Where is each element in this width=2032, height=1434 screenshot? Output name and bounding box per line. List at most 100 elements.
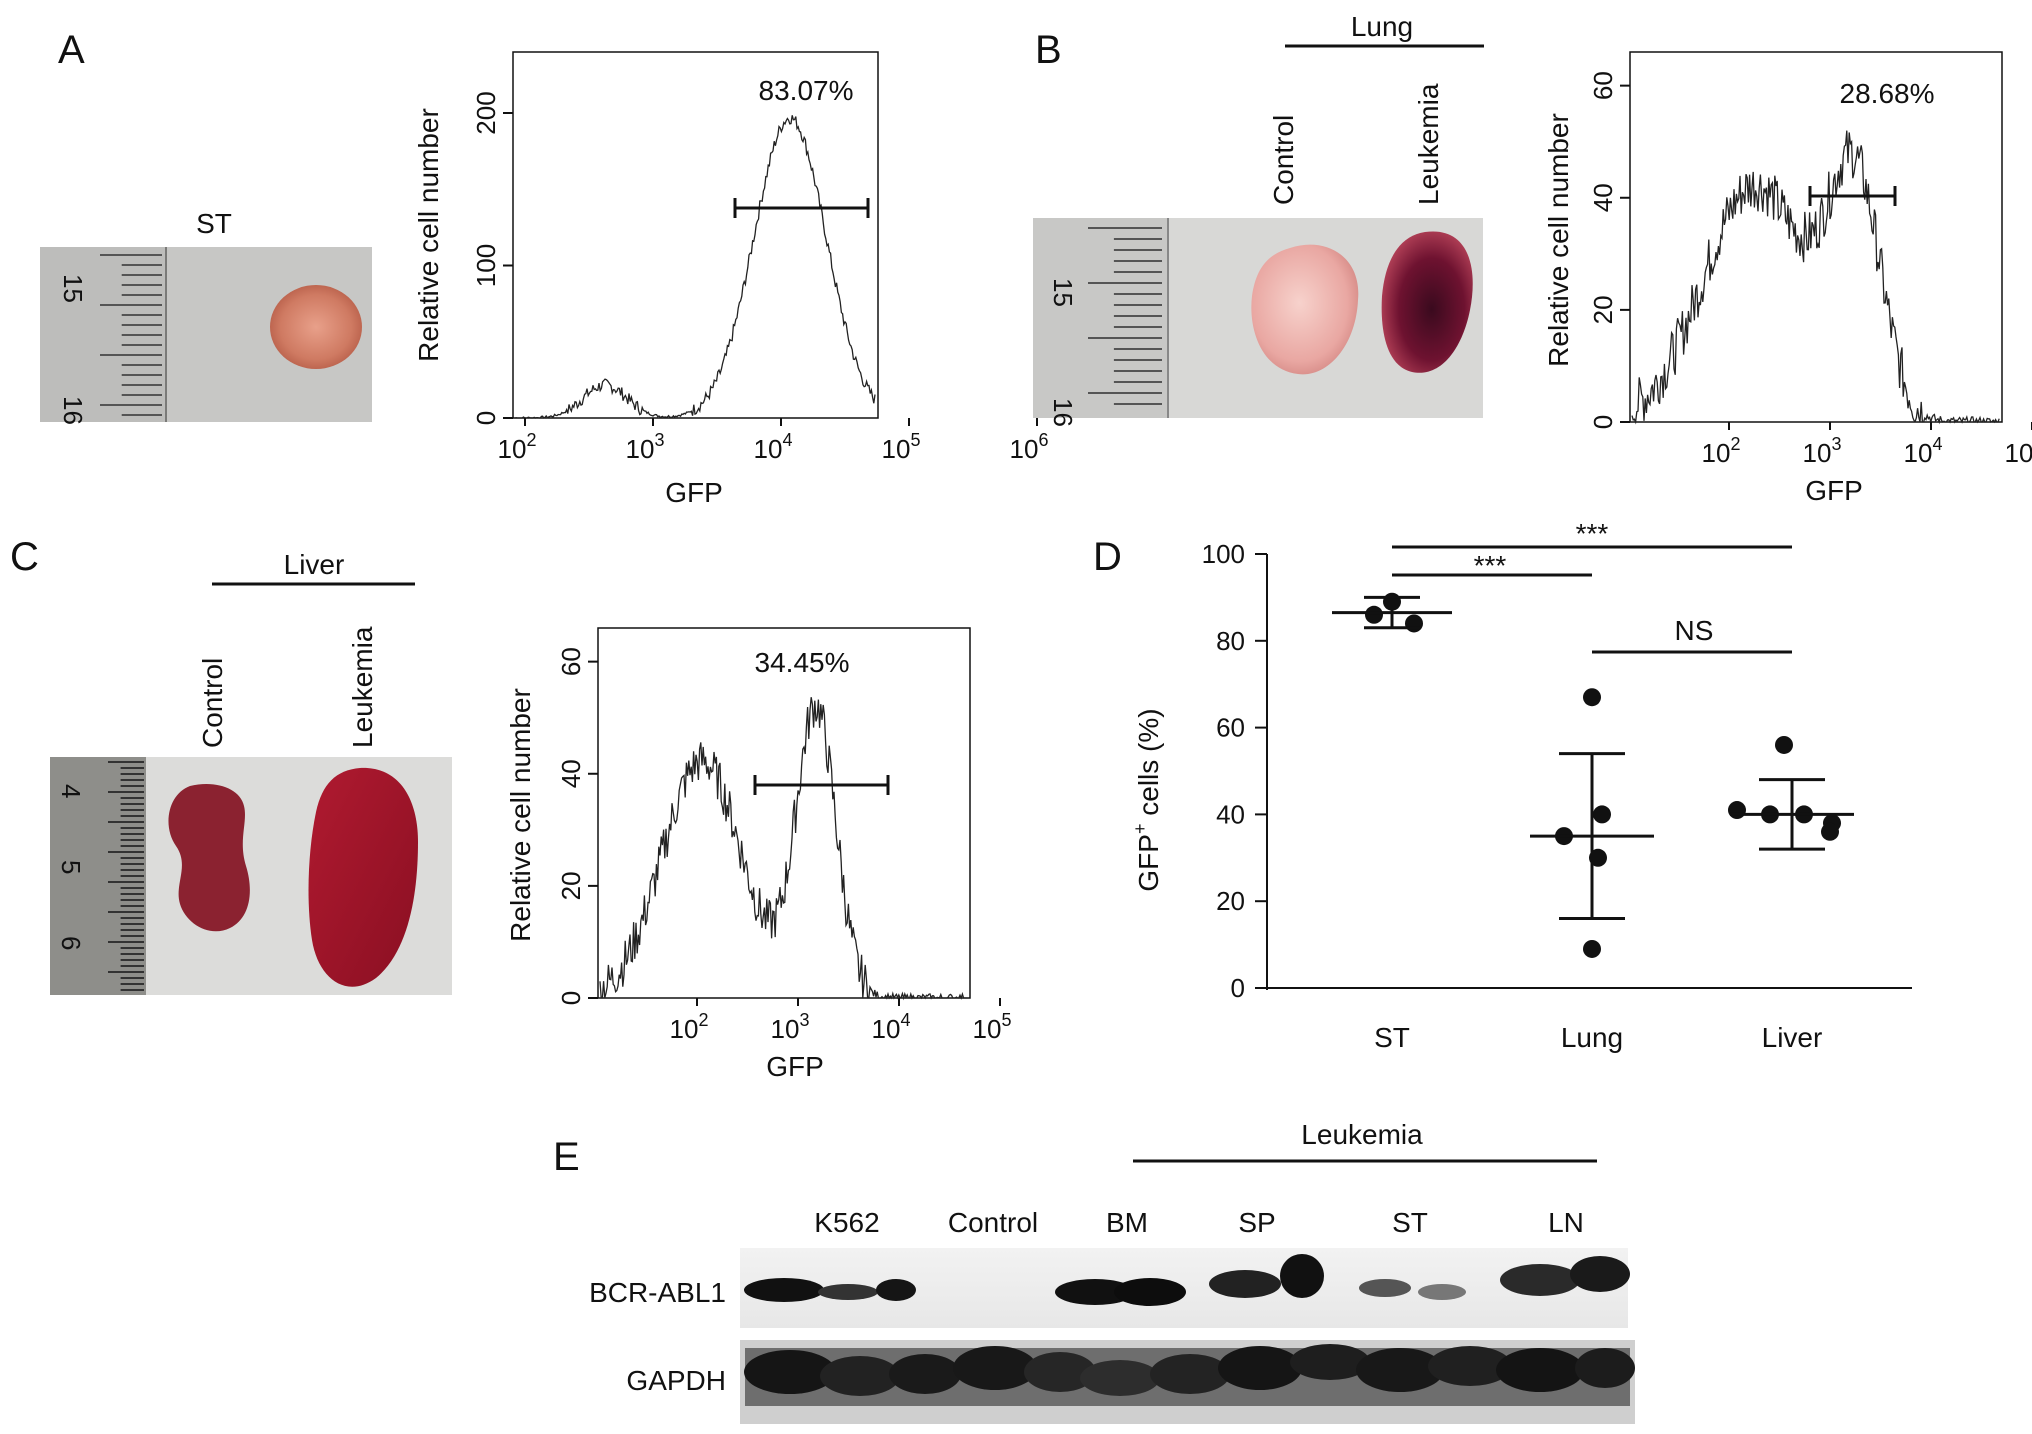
- ruler-mark-c-4: 4: [56, 784, 86, 798]
- ruler-c: [108, 761, 144, 991]
- col-label-leukemia-b: Leukemia: [1413, 83, 1444, 205]
- data-point: [1365, 605, 1383, 624]
- panel-b: B Lung Control Leukemia 15 16 28.68% Rel…: [1033, 11, 2032, 506]
- ruler-mark-b-15: 15: [1048, 278, 1078, 307]
- lane-label-st: ST: [1392, 1207, 1428, 1238]
- col-label-control-c: Control: [197, 658, 228, 748]
- ruler-mark-15: 15: [58, 274, 88, 303]
- y-tick-label: 0: [1588, 415, 1618, 429]
- panel-d: D GFP+ cells (%) 0 20 40 60 80 100 ST Lung Liver…: [1093, 518, 1912, 1053]
- x-tick-label: 105: [882, 430, 921, 464]
- y-tick-label-d: 100: [1202, 539, 1245, 569]
- lane-label-bm: BM: [1106, 1207, 1148, 1238]
- y-tick-label: 0: [471, 411, 501, 425]
- data-point: [1583, 939, 1601, 958]
- panel-letter-e: E: [553, 1135, 580, 1179]
- group-label-liver: Liver: [284, 549, 345, 580]
- y-tick-label: 40: [556, 759, 586, 788]
- lung-control-tissue: [1251, 244, 1359, 375]
- x-tick-label: 104: [1904, 434, 1943, 468]
- y-tick-label: 40: [1588, 183, 1618, 212]
- ylabel-b: Relative cell number: [1543, 113, 1574, 367]
- ylabel-a: Relative cell number: [413, 108, 444, 362]
- panel-letter-b: B: [1035, 28, 1062, 72]
- ruler-mark-16: 16: [58, 396, 88, 425]
- ylabel-d: GFP+ cells (%): [1130, 708, 1164, 891]
- y-tick-label-d: 80: [1216, 626, 1245, 656]
- category-label-d: ST: [1374, 1022, 1410, 1053]
- y-tick-label-d: 20: [1216, 886, 1245, 916]
- ruler-a: [100, 254, 162, 416]
- ruler-b: [1088, 227, 1162, 405]
- panel-a: A ST 15 16 83.07% Relative cell number G…: [40, 28, 1048, 508]
- liver-control-tissue: [168, 784, 250, 932]
- ruler-mark-c-5: 5: [56, 860, 86, 874]
- data-point: [1821, 822, 1839, 841]
- data-point: [1593, 805, 1611, 824]
- lane-label-k562: K562: [814, 1207, 879, 1238]
- y-tick-label: 200: [471, 91, 501, 134]
- row-label-gapdh: GAPDH: [626, 1365, 726, 1396]
- histogram-c: 34.45% Relative cell number GFP 0 20 40 60 1…: [505, 627, 1012, 1082]
- x-tick-label: 105: [973, 1010, 1012, 1044]
- y-tick-label: 100: [471, 244, 501, 287]
- x-tick-label: 106: [1010, 430, 1049, 464]
- histogram-b: 28.68% Relative cell number GFP 0 20 40 60 1…: [1543, 51, 2032, 506]
- photo-liver: 4 5 6: [50, 757, 452, 995]
- x-tick-label: 104: [872, 1010, 911, 1044]
- panel-letter-d: D: [1093, 535, 1122, 579]
- y-tick-label: 60: [556, 647, 586, 676]
- liver-leukemia-tissue: [308, 767, 418, 987]
- panel-c: C Liver Control Leukemia 4 5 6 34.45% Re…: [10, 535, 1011, 1082]
- data-point: [1405, 614, 1423, 633]
- x-tick-label: 103: [1803, 434, 1842, 468]
- sig-label-lung-liver: NS: [1675, 615, 1714, 646]
- ylabel-d-main: GFP: [1133, 834, 1164, 892]
- row-label-bcr-abl1: BCR-ABL1: [589, 1277, 726, 1308]
- gate-label-c: 34.45%: [755, 647, 850, 678]
- x-tick-label: 103: [771, 1010, 810, 1044]
- y-tick-label: 20: [556, 871, 586, 900]
- histogram-a-trace: [514, 115, 876, 419]
- ruler-mark-c-6: 6: [56, 936, 86, 950]
- x-tick-label: 102: [670, 1010, 709, 1044]
- group-label-leukemia-e: Leukemia: [1301, 1119, 1423, 1150]
- ylabel-d-rest: cells (%): [1133, 708, 1164, 823]
- col-label-control-b: Control: [1268, 115, 1299, 205]
- x-tick-label: 102: [498, 430, 537, 464]
- gate-label-b: 28.68%: [1840, 78, 1935, 109]
- x-tick-label: 105: [2005, 434, 2032, 468]
- lane-label-sp: SP: [1238, 1207, 1275, 1238]
- panel-letter-c: C: [10, 535, 39, 579]
- y-tick-label-d: 60: [1216, 713, 1245, 743]
- lane-label-ln: LN: [1548, 1207, 1584, 1238]
- photo-st-tumor: 15 16: [40, 247, 372, 425]
- lung-leukemia-tissue: [1381, 231, 1473, 373]
- x-tick-label: 104: [754, 430, 793, 464]
- histogram-c-trace: [599, 697, 968, 1001]
- y-tick-label: 60: [1588, 71, 1618, 100]
- xlabel-c: GFP: [766, 1051, 824, 1082]
- panel-letter-a: A: [58, 28, 85, 72]
- y-tick-label: 0: [556, 991, 586, 1005]
- blot-gapdh: [740, 1340, 1635, 1424]
- xlabel-a: GFP: [665, 477, 723, 508]
- photo-label-st: ST: [196, 208, 232, 239]
- sig-label-st-liver: ***: [1576, 518, 1609, 549]
- lane-label-control: Control: [948, 1207, 1038, 1238]
- category-label-d: Lung: [1561, 1022, 1623, 1053]
- data-point: [1775, 735, 1793, 754]
- category-label-d: Liver: [1762, 1022, 1823, 1053]
- xlabel-b: GFP: [1805, 475, 1863, 506]
- panel-e: E Leukemia K562 Control BM SP ST LN BCR-…: [553, 1119, 1635, 1424]
- y-tick-label: 20: [1588, 295, 1618, 324]
- scatter-d: 0 20 40 60 80 100 ST Lung Liver: [1202, 539, 1912, 1053]
- st-tissue: [270, 285, 362, 369]
- blot-bcr-abl1: [740, 1248, 1630, 1328]
- photo-lung: 15 16: [1033, 218, 1483, 427]
- group-label-lung: Lung: [1351, 11, 1413, 42]
- x-tick-label: 102: [1702, 434, 1741, 468]
- histogram-b-trace: [1631, 130, 2000, 425]
- histogram-a: 83.07% Relative cell number GFP 0 100 200 1…: [413, 51, 1049, 508]
